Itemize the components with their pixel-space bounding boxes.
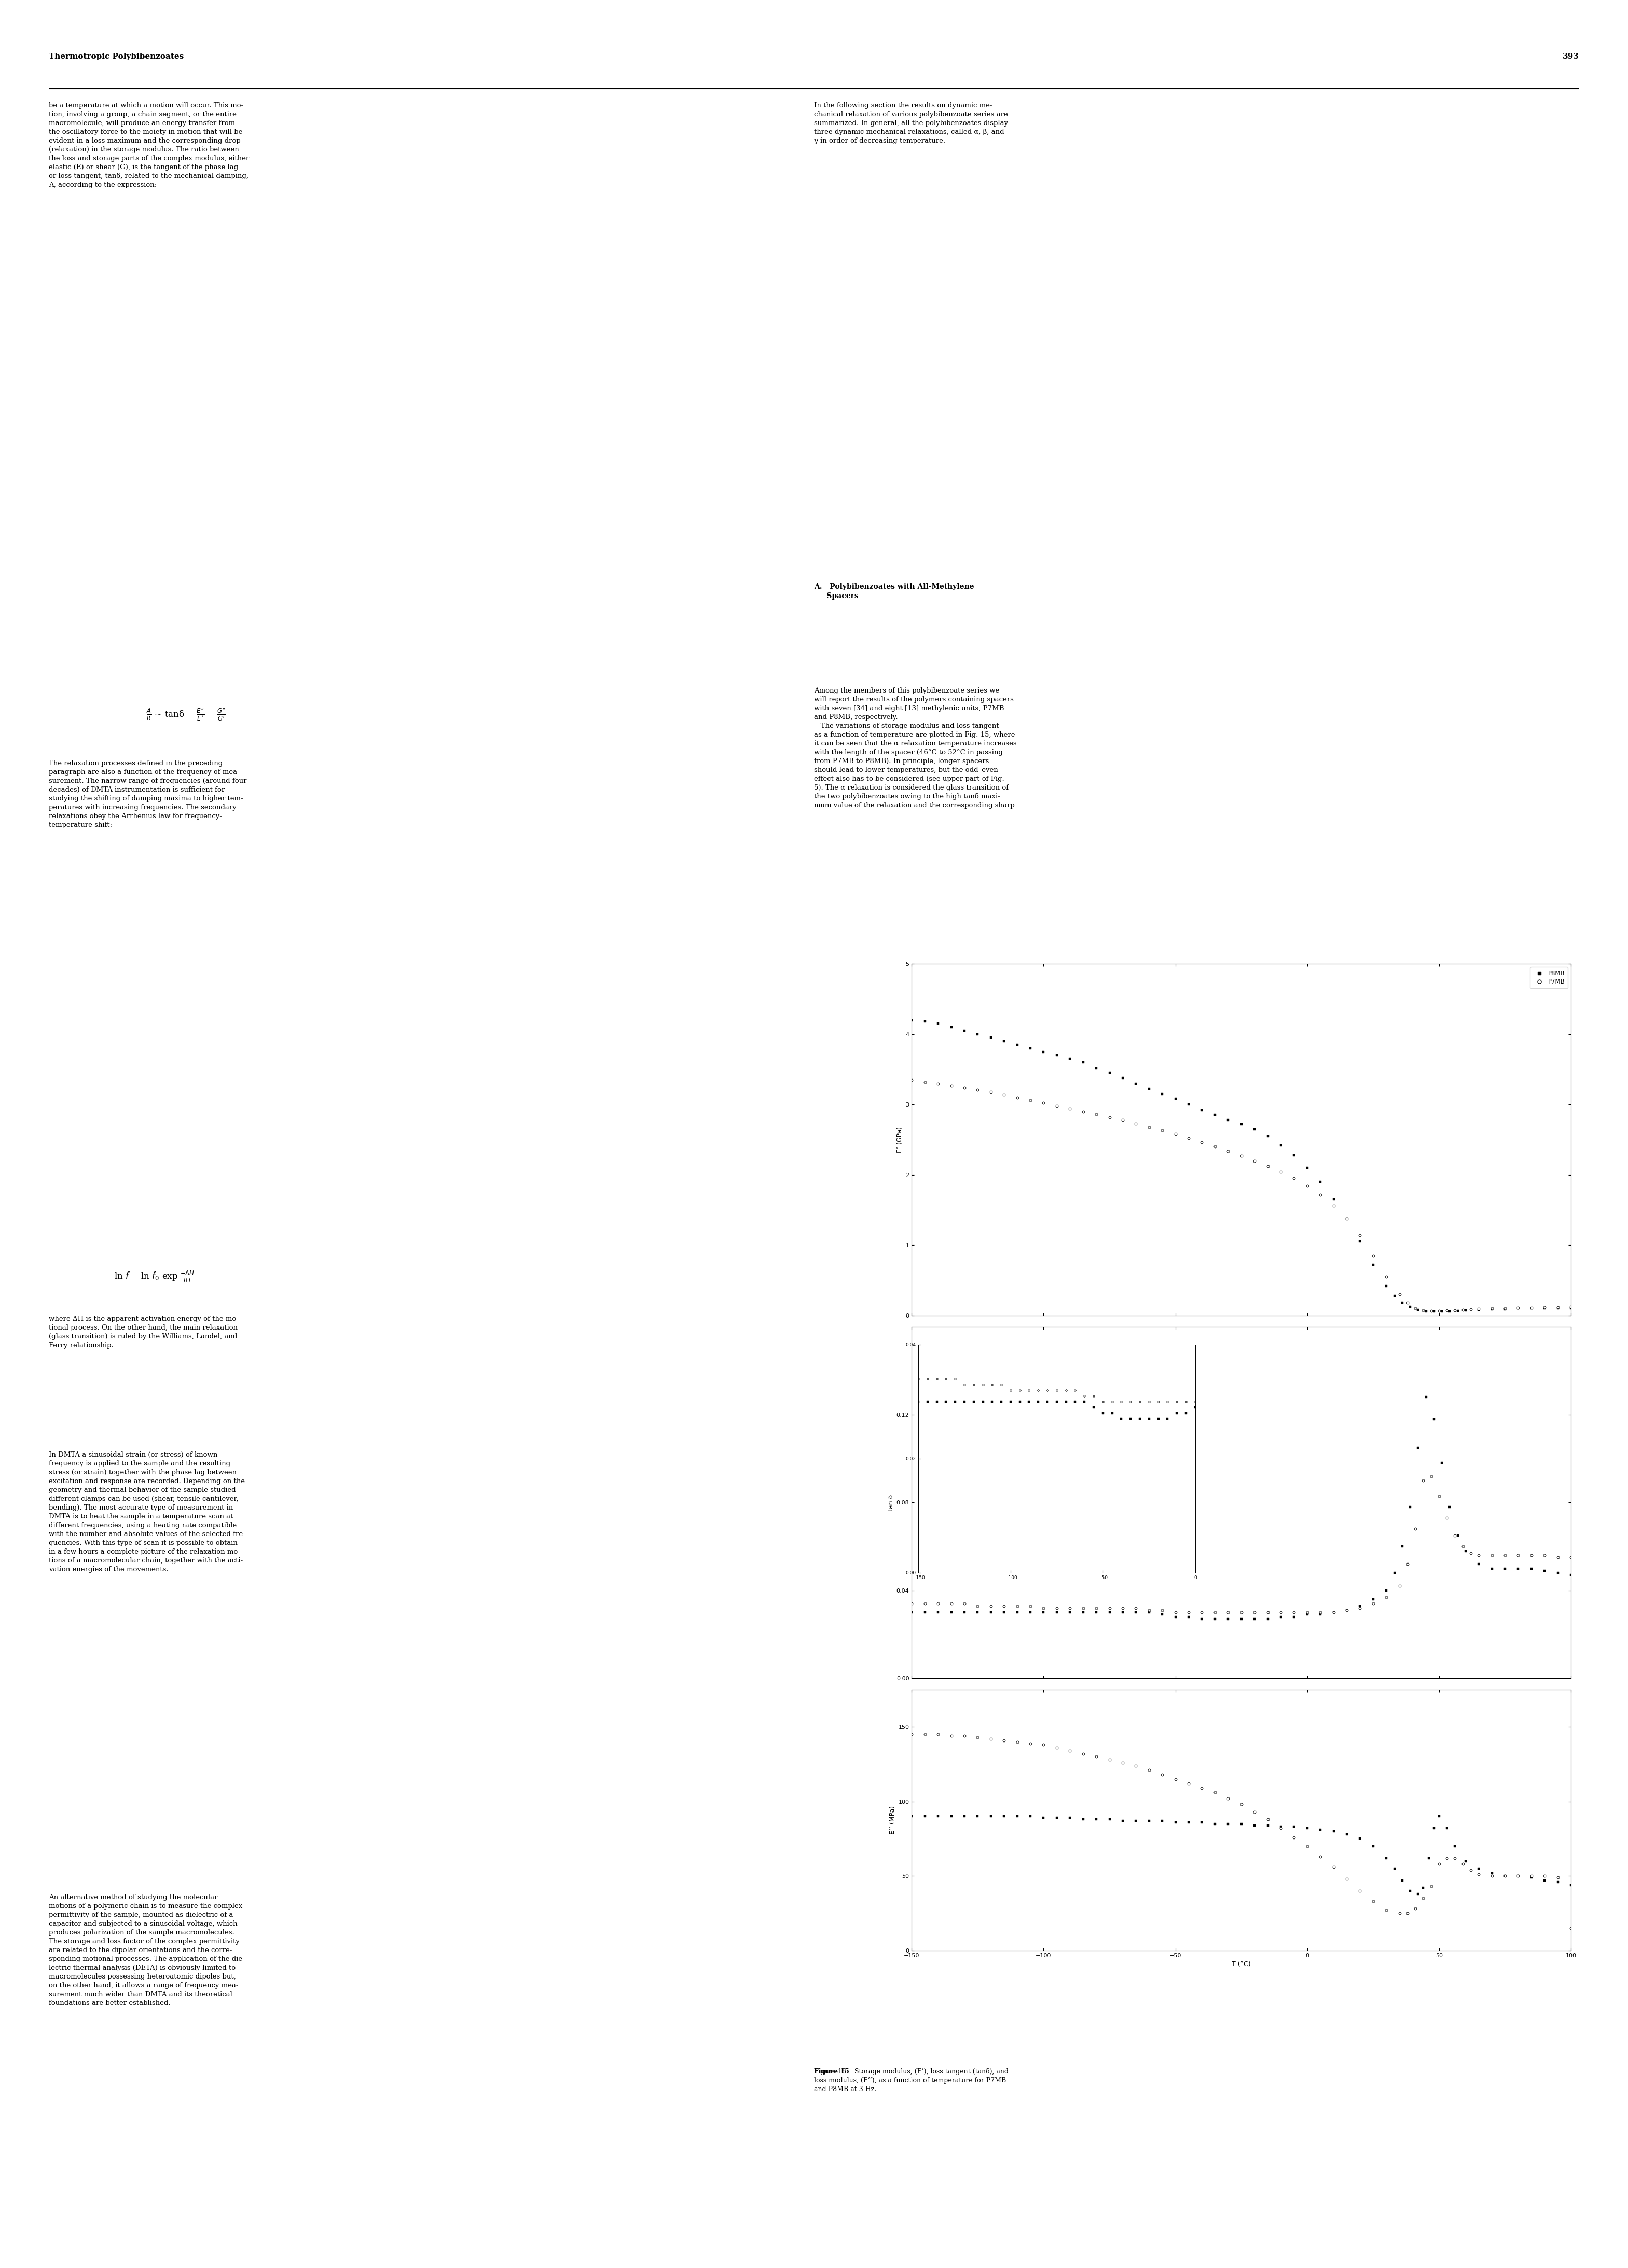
Text: A.   Polybibenzoates with All-Methylene
     Spacers: A. Polybibenzoates with All-Methylene Sp… xyxy=(814,583,974,599)
Y-axis label: E’’ (MPa): E’’ (MPa) xyxy=(889,1805,895,1835)
Text: In the following section the results on dynamic me-
chanical relaxation of vario: In the following section the results on … xyxy=(814,102,1008,145)
Text: Among the members of this polybibenzoate series we
will report the results of th: Among the members of this polybibenzoate… xyxy=(814,687,1016,810)
Y-axis label: E’ (GPa): E’ (GPa) xyxy=(897,1127,904,1152)
Text: Figure 15    Storage modulus, (E’), loss tangent (tanδ), and
loss modulus, (E’’): Figure 15 Storage modulus, (E’), loss ta… xyxy=(814,2068,1009,2093)
Text: In DMTA a sinusoidal strain (or stress) of known
frequency is applied to the sam: In DMTA a sinusoidal strain (or stress) … xyxy=(49,1452,246,1574)
Text: Thermotropic Polybibenzoates: Thermotropic Polybibenzoates xyxy=(49,52,184,61)
Text: 393: 393 xyxy=(1563,52,1579,61)
Text: The relaxation processes defined in the preceding
paragraph are also a function : The relaxation processes defined in the … xyxy=(49,760,247,828)
Text: ln $f$ = ln $f_0$ exp $\frac{-\Delta H}{RT}$: ln $f$ = ln $f_0$ exp $\frac{-\Delta H}{… xyxy=(114,1270,195,1284)
X-axis label: T (°C): T (°C) xyxy=(1232,1962,1250,1969)
Text: be a temperature at which a motion will occur. This mo-
tion, involving a group,: be a temperature at which a motion will … xyxy=(49,102,249,197)
Text: Figure 15: Figure 15 xyxy=(814,2068,850,2075)
Text: $\frac{A}{\pi}$ ~ tanδ = $\frac{E^{\prime\prime}}{E^{\prime}}$ = $\frac{G^{\prim: $\frac{A}{\pi}$ ~ tanδ = $\frac{E^{\prim… xyxy=(147,708,226,721)
Text: where ΔH is the apparent activation energy of the mo-
tional process. On the oth: where ΔH is the apparent activation ener… xyxy=(49,1315,239,1349)
Text: An alternative method of studying the molecular
motions of a polymeric chain is : An alternative method of studying the mo… xyxy=(49,1894,244,2007)
Y-axis label: tan δ: tan δ xyxy=(887,1495,894,1510)
Legend: P8MB, P7MB: P8MB, P7MB xyxy=(1530,966,1568,989)
